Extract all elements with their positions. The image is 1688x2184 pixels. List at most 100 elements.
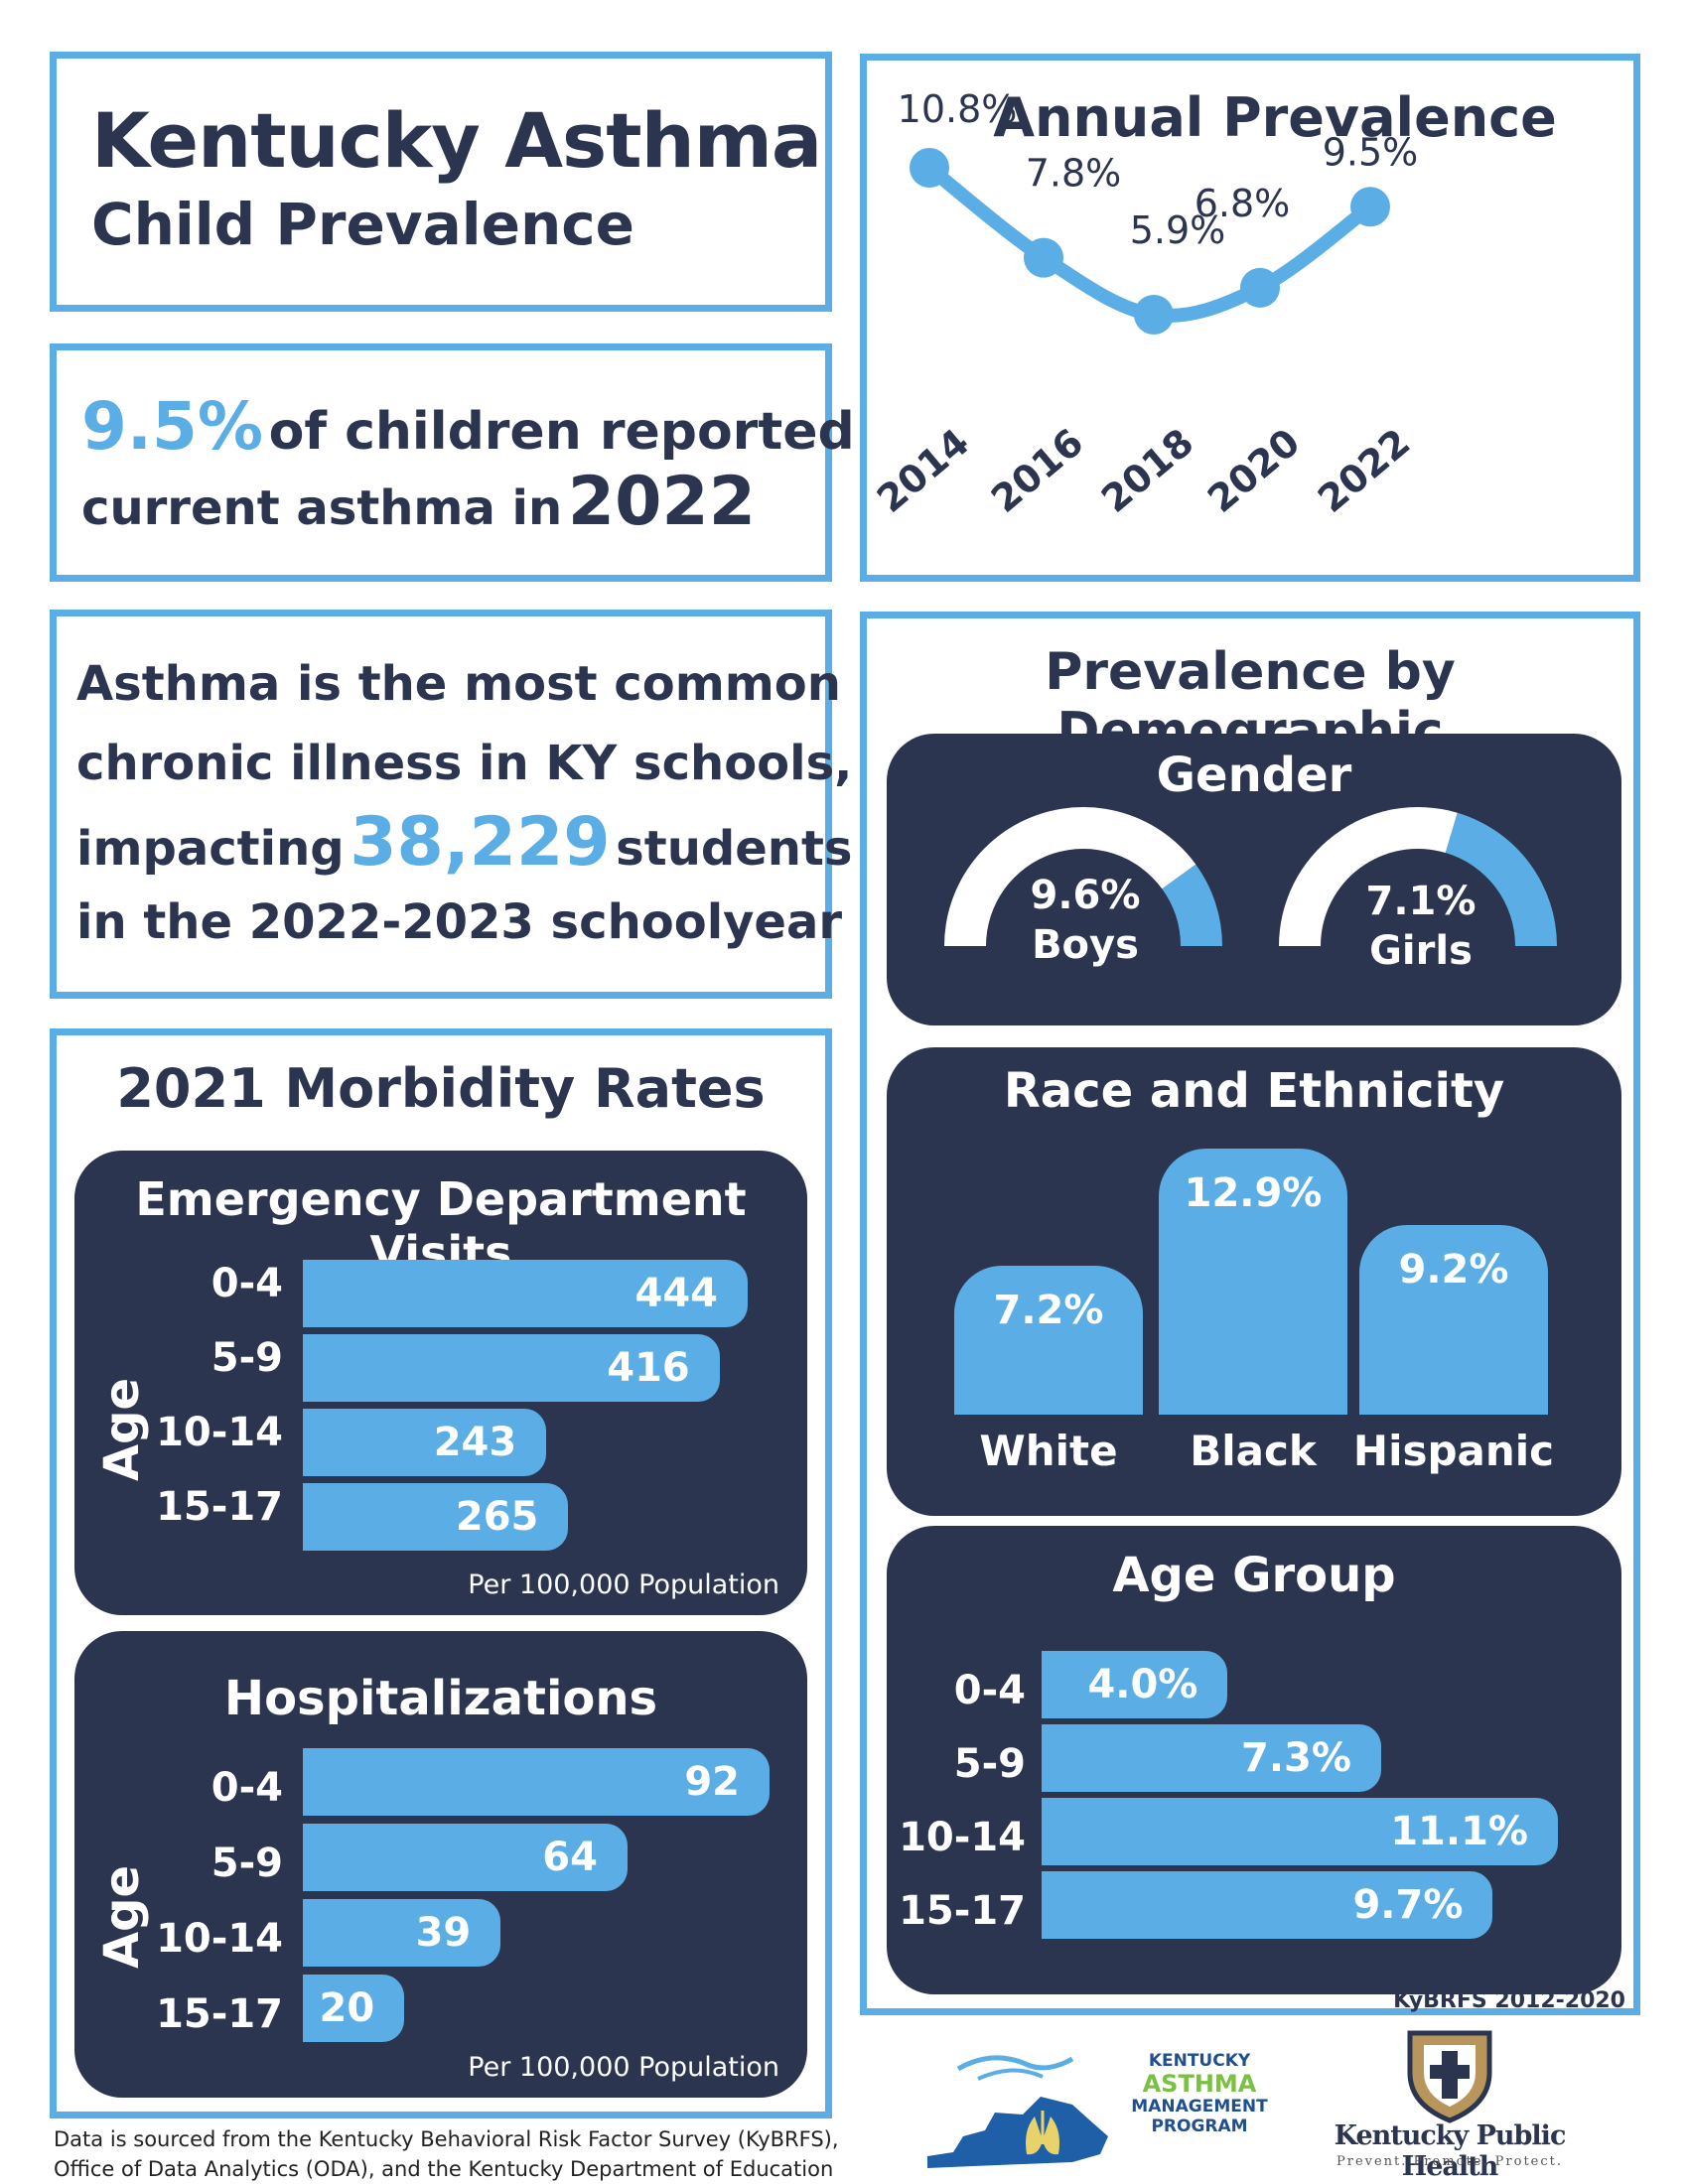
- year-label-2022: 2022: [1310, 420, 1418, 521]
- kph-tagline: Prevent. Promote. Protect.: [1336, 2154, 1564, 2169]
- race-value-White: 7.2%: [993, 1288, 1104, 1334]
- age-category-0-4: 0-4: [953, 1668, 1026, 1713]
- highlight-box: 9.5% of children reported current asthma…: [50, 343, 855, 582]
- ed-bar-0-4: 444: [303, 1260, 748, 1327]
- prevalence-value-2016: 7.8%: [1026, 152, 1122, 196]
- boys-gauge-text: 9.6% Boys: [1026, 871, 1145, 970]
- boys-label: Boys: [1032, 922, 1139, 968]
- source-line-2: Office of Data Analytics (ODA), and the …: [54, 2157, 834, 2181]
- gender-gauges: [944, 806, 1557, 946]
- race-value-Black: 12.9%: [1184, 1170, 1323, 1216]
- age-bar-5-9: 7.3%: [1042, 1724, 1381, 1792]
- kamp-line-2: ASTHMA: [1142, 2070, 1257, 2098]
- kamp-line-1: KENTUCKY: [1148, 2051, 1251, 2071]
- age-category-10-14: 10-14: [899, 1815, 1026, 1860]
- source-note: Data is sourced from the Kentucky Behavi…: [54, 2124, 839, 2184]
- ed-category-0-4: 0-4: [211, 1261, 283, 1306]
- race-category-Black: Black: [1190, 1427, 1317, 1475]
- ed-bar-15-17: 265: [303, 1483, 569, 1551]
- gauge-track-Boys: [944, 806, 1196, 946]
- age-bar-15-17: 9.7%: [1042, 1871, 1493, 1939]
- ed-category-10-14: 10-14: [156, 1410, 283, 1455]
- prevalence-value-2022: 9.5%: [1323, 130, 1419, 174]
- gender-panel: Gender 9.6% Boys 7.1% Girls: [887, 734, 1621, 1025]
- prevalence-value-2018: 5.9%: [1130, 208, 1226, 252]
- age-group-title: Age Group: [1112, 1548, 1396, 1603]
- demographic-source: KyBRFS 2012-2020: [1393, 1988, 1625, 2013]
- schools-count: 38,229: [350, 803, 611, 882]
- year-label-2020: 2020: [1199, 420, 1308, 521]
- hosp-category-5-9: 5-9: [211, 1841, 283, 1886]
- prevalence-point-2014: [910, 148, 949, 188]
- ed-bar-5-9: 416: [303, 1334, 720, 1402]
- race-bar-Hispanic: [1359, 1224, 1548, 1415]
- ed-category-5-9: 5-9: [211, 1335, 283, 1381]
- gauge-track-Girls: [1279, 807, 1458, 946]
- hosp-category-15-17: 15-17: [156, 1991, 283, 2037]
- race-category-Hispanic: Hispanic: [1352, 1427, 1555, 1475]
- boys-value: 9.6%: [1030, 873, 1141, 918]
- race-value-Hispanic: 9.2%: [1398, 1246, 1509, 1293]
- highlight-percent: 9.5%: [81, 388, 264, 465]
- prevalence-point-2022: [1350, 187, 1390, 227]
- morbidity-box: 2021 Morbidity Rates Emergency Departmen…: [50, 1028, 832, 2118]
- hosp-bar-0-4: 92: [303, 1748, 770, 1816]
- girls-gauge-text: 7.1% Girls: [1361, 877, 1480, 976]
- shield-icon: [1407, 2030, 1492, 2123]
- schools-line-2: chronic illness in KY schools,: [76, 736, 853, 791]
- hosp-category-10-14: 10-14: [156, 1916, 283, 1962]
- girls-label: Girls: [1369, 928, 1473, 974]
- kph-logo: Kentucky Public Health Prevent. Promote.…: [1291, 2025, 1609, 2182]
- schools-students: students: [616, 821, 853, 877]
- hosp-category-0-4: 0-4: [211, 1765, 283, 1811]
- kamp-line-4: PROGRAM: [1151, 2116, 1248, 2136]
- year-label-2018: 2018: [1093, 420, 1201, 521]
- kamp-logo: KENTUCKY ASTHMA MANAGEMENT PROGRAM: [923, 2045, 1281, 2174]
- morbidity-title: 2021 Morbidity Rates: [116, 1057, 766, 1120]
- race-panel: Race and Ethnicity 7.2% White 12.9% Black 9.…: [887, 1047, 1621, 1516]
- annual-prevalence-title: Annual Prevalence: [993, 86, 1557, 149]
- hospitalizations-title: Hospitalizations: [223, 1671, 658, 1726]
- schools-box: Asthma is the most common chronic illnes…: [50, 610, 852, 999]
- race-bar-Black: [1159, 1149, 1347, 1415]
- gauge-fill-Girls: [1445, 812, 1557, 946]
- schools-line-4: in the 2022-2023 schoolyear: [76, 894, 843, 950]
- ed-visits-panel: Emergency Department Visits Age 0-4 444 5-…: [74, 1151, 807, 1615]
- title-box: Kentucky Asthma Child Prevalence: [50, 52, 832, 312]
- year-label-2014: 2014: [869, 420, 977, 521]
- ed-category-15-17: 15-17: [156, 1484, 283, 1530]
- race-bar-White: [954, 1266, 1143, 1415]
- kamp-line-3: MANAGEMENT: [1131, 2097, 1268, 2116]
- girls-value: 7.1%: [1365, 879, 1477, 924]
- age-group-panel: Age Group 0-4 4.0% 5-9 7.3% 10-14 11.1% 15-17 9…: [887, 1526, 1621, 1994]
- highlight-text-2: current asthma in: [81, 480, 563, 536]
- year-label-2016: 2016: [983, 420, 1091, 521]
- gauge-fill-Boys: [1162, 864, 1222, 946]
- prevalence-value-2020: 6.8%: [1195, 182, 1291, 225]
- prevalence-value-2014: 10.8%: [898, 87, 1018, 131]
- hosp-per-population-note: Per 100,000 Population: [468, 2052, 779, 2083]
- hospitalizations-panel: Hospitalizations Age 0-4 92 5-9 64 10-14 39 15…: [74, 1631, 807, 2098]
- kph-name: Kentucky Public Health: [1334, 2120, 1567, 2182]
- prevalence-point-2020: [1240, 267, 1280, 308]
- prevalence-point-2018: [1134, 295, 1174, 335]
- age-bar-0-4: 4.0%: [1042, 1651, 1228, 1718]
- race-title: Race and Ethnicity: [1003, 1063, 1505, 1119]
- age-category-15-17: 15-17: [899, 1888, 1026, 1934]
- race-category-White: White: [979, 1427, 1118, 1475]
- demographic-box: Prevalence by Demographic Gender 9.6% Bo…: [860, 612, 1640, 2015]
- kentucky-map-icon: [927, 2055, 1108, 2168]
- ed-per-population-note: Per 100,000 Population: [468, 1570, 779, 1600]
- annual-prevalence-chart: 10.8% 2014 7.8% 2016 5.9% 2018 6.8% 2020 9.5% 202…: [869, 87, 1419, 521]
- annual-prevalence-box: Annual Prevalence 10.8% 2014 7.8% 2016 5.9% 2…: [860, 54, 1640, 582]
- highlight-text-1: of children reported: [268, 402, 855, 462]
- schools-impacting: impacting: [76, 821, 345, 877]
- ed-visits-title: Emergency Department Visits: [135, 1172, 747, 1280]
- hosp-bar-15-17: 20: [303, 1975, 405, 2042]
- prevalence-point-2016: [1024, 237, 1063, 278]
- ed-bar-10-14: 243: [303, 1409, 547, 1476]
- hosp-bar-5-9: 64: [303, 1824, 628, 1891]
- schools-line-1: Asthma is the most common: [76, 656, 841, 712]
- gender-title: Gender: [1156, 748, 1352, 803]
- age-category-5-9: 5-9: [953, 1741, 1026, 1787]
